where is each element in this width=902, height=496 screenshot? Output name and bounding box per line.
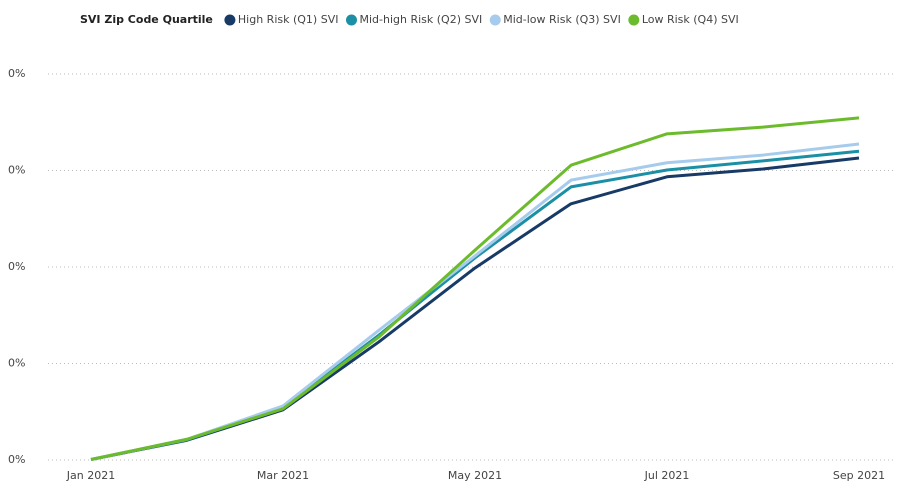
series-line xyxy=(90,149,860,461)
y-tick-label: 0% xyxy=(8,453,25,466)
legend-swatch xyxy=(224,14,236,26)
legend-label: Low Risk (Q4) SVI xyxy=(642,13,739,26)
y-tick-label: 0% xyxy=(8,357,25,370)
x-tick-label: Mar 2021 xyxy=(257,469,309,482)
legend-label: Mid-low Risk (Q3) SVI xyxy=(503,13,621,26)
series-line xyxy=(90,142,860,461)
legend-swatch xyxy=(489,14,501,26)
y-tick-label: 0% xyxy=(8,67,25,80)
x-tick-label: Jul 2021 xyxy=(644,469,690,482)
y-tick-label: 0% xyxy=(8,164,25,177)
series-line xyxy=(90,156,860,461)
x-tick-label: Sep 2021 xyxy=(833,469,885,482)
legend-label: High Risk (Q1) SVI xyxy=(238,13,339,26)
legend-swatch xyxy=(628,14,640,26)
y-tick-label: 0% xyxy=(8,260,25,273)
series-line xyxy=(90,116,860,461)
legend-label: Mid-high Risk (Q2) SVI xyxy=(359,13,482,26)
legend-title: SVI Zip Code Quartile xyxy=(80,13,213,26)
x-tick-label: May 2021 xyxy=(448,469,502,482)
legend-swatch xyxy=(345,14,357,26)
x-tick-label: Jan 2021 xyxy=(66,469,115,482)
